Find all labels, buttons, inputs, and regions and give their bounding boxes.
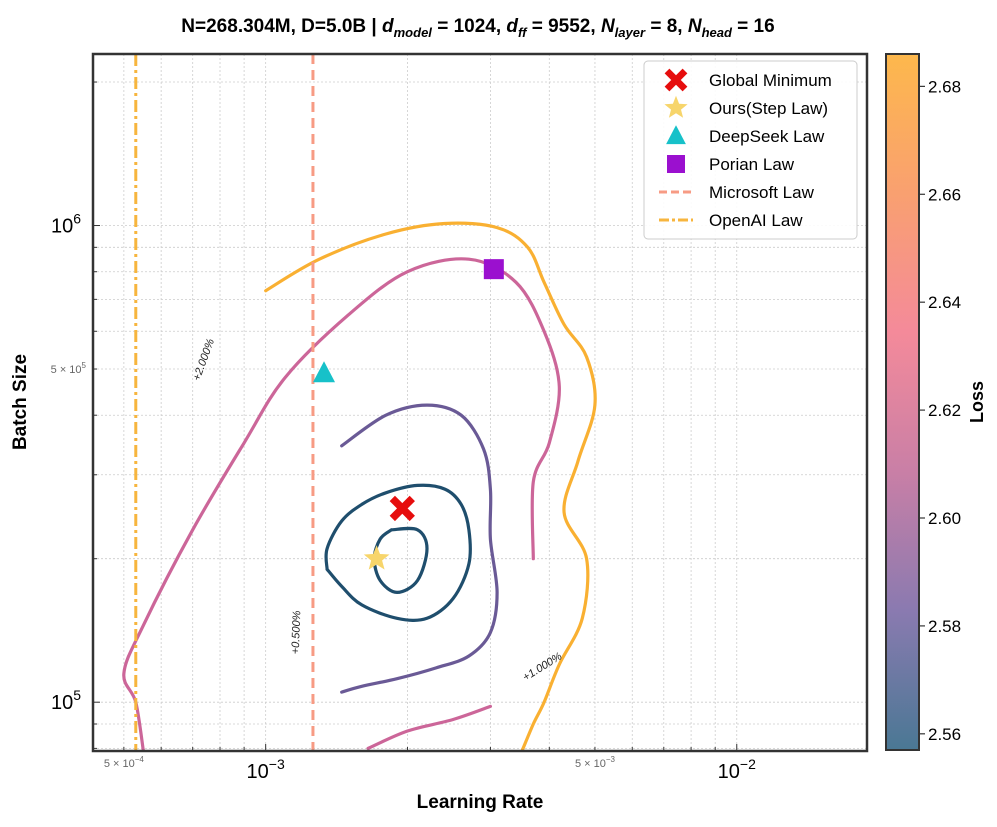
contour-line [366, 704, 492, 750]
title-nlayer-value: = 8, [645, 16, 688, 37]
colorbar-tick-label: 2.60 [928, 509, 961, 528]
legend-label: Ours(Step Law) [709, 99, 828, 118]
square-marker [483, 259, 504, 280]
colorbar: Loss 2.56 2.58 2.60 2.62 2.64 2.66 2.68 [885, 53, 987, 751]
x-marker [389, 495, 415, 522]
contour-line [372, 526, 429, 594]
title-d-model-symbol: d [382, 16, 394, 37]
legend-label: Global Minimum [709, 71, 832, 90]
x-axis-label: Learning Rate [417, 792, 544, 813]
title-d-model-value: = 1024, [432, 16, 506, 37]
chart-title: N=268.304M, D=5.0B | dmodel = 1024, dff … [181, 16, 774, 40]
y-tick-label: 105 [51, 687, 81, 714]
legend-label: OpenAI Law [709, 211, 803, 230]
contour-line [340, 403, 499, 694]
title-nhead-subscript: head [702, 25, 733, 40]
contour-label: +0.500% [290, 610, 304, 654]
colorbar-tick-label: 2.66 [928, 185, 961, 204]
star-marker [363, 545, 390, 570]
title-nhead-value: = 16 [732, 16, 775, 37]
contour-line [324, 483, 472, 622]
legend-label: DeepSeek Law [709, 127, 825, 146]
x-marker [664, 68, 688, 92]
colorbar-tick-label: 2.56 [928, 725, 961, 744]
y-axis-label: Batch Size [10, 354, 31, 450]
legend-label: Microsoft Law [709, 183, 815, 202]
colorbar-label: Loss [967, 381, 987, 423]
title-nlayer-subscript: layer [615, 25, 646, 40]
title-d-model-subscript: model [394, 25, 433, 40]
colorbar-tick-label: 2.68 [928, 77, 961, 96]
title-dff-subscript: ff [518, 25, 528, 40]
triangle-marker [666, 125, 686, 145]
x-tick-label: 10−2 [718, 756, 756, 783]
plot-frame [91, 52, 869, 753]
legend-label: Porian Law [709, 155, 795, 174]
legend: Global Minimum Ours(Step Law) DeepSeek Law… [643, 60, 858, 240]
square-marker [667, 155, 685, 173]
y-minor-tick-label: 5 × 105 [51, 361, 87, 376]
contour-lines [122, 221, 597, 751]
colorbar-gradient [885, 53, 920, 751]
triangle-marker [313, 361, 336, 383]
contour-line [122, 257, 561, 751]
law-markers [313, 259, 504, 570]
x-minor-tick-label: 5 × 10−4 [104, 755, 145, 770]
axis-ticks: 10−3 10−2 5 × 10−4 5 × 10−3 105 106 5 × 105 [51, 81, 756, 783]
y-tick-label: 106 [51, 211, 81, 238]
star-marker [664, 95, 688, 118]
title-nlayer-symbol: N [601, 16, 616, 37]
title-dff-symbol: d [506, 16, 518, 37]
legend-box [643, 60, 858, 240]
title-prefix: N=268.304M, D=5.0B | [181, 16, 382, 37]
contour-line [264, 221, 597, 751]
colorbar-tick-label: 2.64 [928, 293, 961, 312]
grid [93, 54, 867, 751]
title-dff-value: = 9552, [526, 16, 600, 37]
reference-lines [134, 54, 315, 751]
x-tick-label: 10−3 [247, 756, 285, 783]
colorbar-tick-label: 2.58 [928, 617, 961, 636]
title-nhead-symbol: N [688, 16, 703, 37]
x-minor-tick-label: 5 × 10−3 [575, 755, 616, 770]
colorbar-tick-label: 2.62 [928, 401, 961, 420]
